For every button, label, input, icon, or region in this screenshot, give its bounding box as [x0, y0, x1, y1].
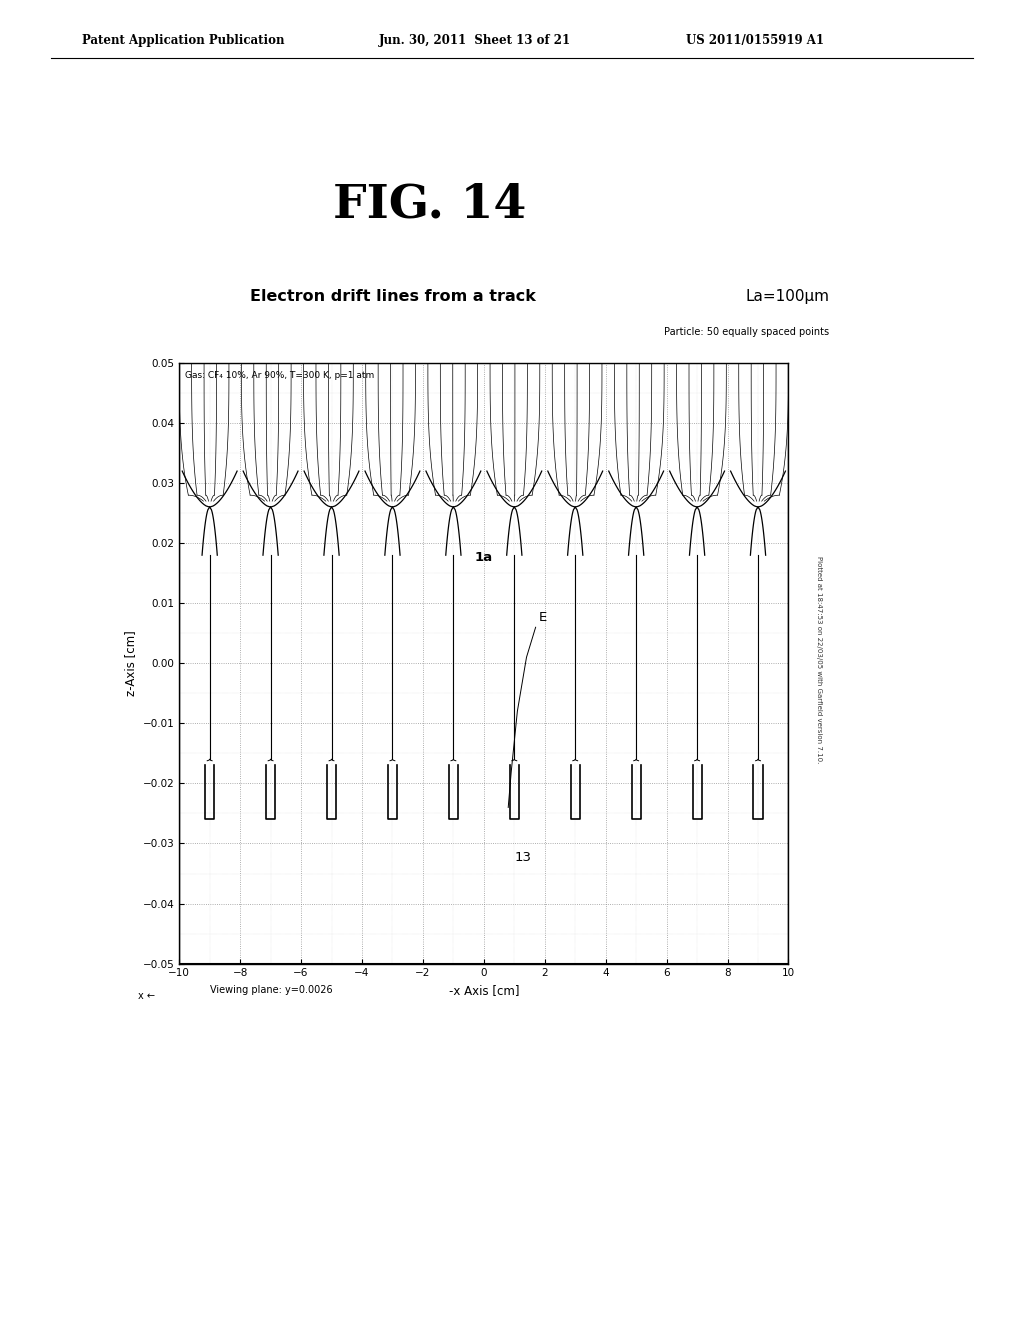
Text: E: E — [539, 611, 547, 624]
Y-axis label: z-Axis [cm]: z-Axis [cm] — [124, 631, 137, 696]
Text: Viewing plane: y=0.0026: Viewing plane: y=0.0026 — [210, 985, 333, 995]
Text: 1a: 1a — [475, 552, 493, 564]
Text: 13: 13 — [514, 851, 531, 865]
Text: x ←: x ← — [138, 991, 156, 1002]
Text: La=100μm: La=100μm — [745, 289, 829, 304]
Text: Jun. 30, 2011  Sheet 13 of 21: Jun. 30, 2011 Sheet 13 of 21 — [379, 33, 571, 46]
Text: Particle: 50 equally spaced points: Particle: 50 equally spaced points — [665, 327, 829, 338]
Text: FIG. 14: FIG. 14 — [334, 182, 526, 227]
Text: Gas: CF₄ 10%, Ar 90%, T=300 K, p=1 atm: Gas: CF₄ 10%, Ar 90%, T=300 K, p=1 atm — [185, 371, 375, 380]
Text: Plotted at 18:47:53 on 22/03/05 with Garfield version 7.10.: Plotted at 18:47:53 on 22/03/05 with Gar… — [816, 556, 822, 764]
X-axis label: -x Axis [cm]: -x Axis [cm] — [449, 983, 519, 997]
Text: Electron drift lines from a track: Electron drift lines from a track — [250, 289, 536, 304]
Text: Patent Application Publication: Patent Application Publication — [82, 33, 285, 46]
Text: US 2011/0155919 A1: US 2011/0155919 A1 — [686, 33, 824, 46]
